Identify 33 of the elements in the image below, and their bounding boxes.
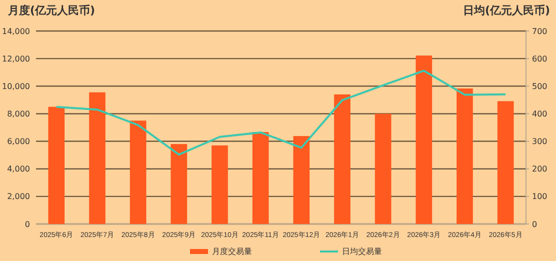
y2-tick-label: 600 — [532, 54, 548, 64]
y-axis-title: 月度(亿元人民币) — [7, 4, 96, 17]
y2-tick-label: 200 — [532, 164, 548, 174]
legend-label: 月度交易量 — [212, 246, 252, 256]
y2-tick-label: 500 — [532, 82, 548, 91]
y2-tick-label: 400 — [532, 110, 548, 119]
bar — [89, 92, 106, 224]
y-tick-label: 8,000 — [7, 110, 30, 119]
bar — [497, 101, 514, 224]
y-tick-label: 0 — [24, 220, 30, 229]
y2-tick-label: 700 — [532, 26, 548, 36]
y-tick-label: 10,000 — [2, 82, 30, 91]
y2-tick-label: 300 — [532, 137, 548, 146]
y-tick-label: 4,000 — [7, 164, 30, 174]
line-series — [55, 70, 507, 156]
bar — [334, 94, 350, 224]
y2-axis-title: 日均(亿元人民币) — [462, 4, 550, 17]
bar — [374, 114, 392, 224]
bar — [416, 56, 432, 224]
y-tick-label: 12,000 — [2, 54, 30, 64]
bar — [170, 144, 188, 224]
bar — [212, 145, 228, 224]
y2-tick-label: 0 — [532, 220, 538, 229]
bar — [130, 120, 146, 224]
y-tick-label: 6,000 — [7, 137, 30, 146]
y2-tick-label: 100 — [532, 192, 548, 202]
y-tick-label: 2,000 — [7, 192, 30, 202]
bar — [48, 106, 65, 224]
legend-label: 日均交易量 — [342, 246, 382, 256]
bar — [456, 88, 473, 224]
y-tick-label: 14,000 — [2, 26, 30, 36]
bar — [293, 136, 310, 224]
bar — [252, 132, 269, 224]
